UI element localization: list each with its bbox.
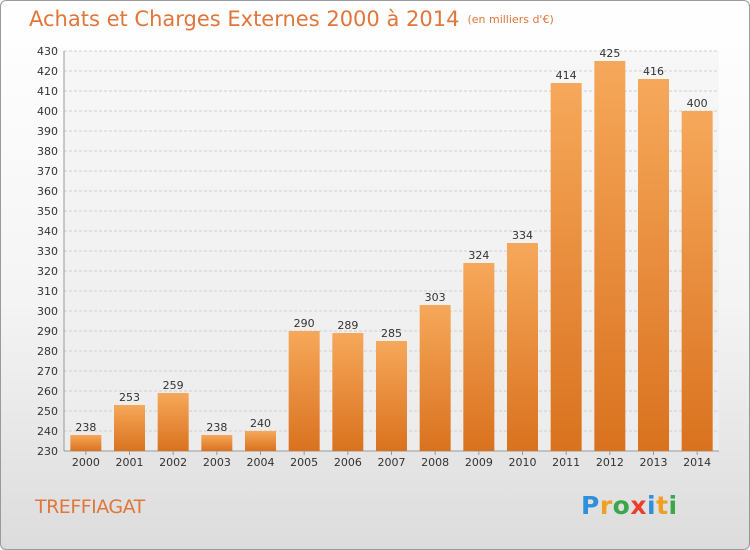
bar — [419, 305, 451, 451]
y-tick-label: 360 — [37, 185, 58, 198]
y-tick-label: 250 — [37, 405, 58, 418]
data-label: 334 — [512, 229, 533, 242]
x-tick-label: 2002 — [159, 456, 187, 469]
logo-letter: x — [630, 491, 647, 520]
y-tick-label: 240 — [37, 425, 58, 438]
x-tick-label: 2005 — [290, 456, 318, 469]
data-label: 400 — [687, 97, 708, 110]
logo-letter: o — [612, 491, 631, 520]
logo-letter: r — [599, 491, 613, 520]
y-tick-label: 400 — [37, 105, 58, 118]
bar — [550, 83, 582, 451]
data-label: 289 — [337, 319, 358, 332]
x-tick-label: 2006 — [334, 456, 362, 469]
y-tick-label: 380 — [37, 145, 58, 158]
y-tick-label: 280 — [37, 345, 58, 358]
x-tick-label: 2003 — [203, 456, 231, 469]
proxiti-logo[interactable]: Proxiti — [581, 491, 678, 520]
logo-letter: i — [647, 491, 657, 520]
bar — [507, 243, 538, 451]
data-label: 240 — [250, 417, 271, 430]
chart-title-main: Achats et Charges Externes 2000 à 2014 — [29, 7, 460, 31]
x-tick-label: 2014 — [683, 456, 711, 469]
data-label: 425 — [599, 47, 620, 60]
data-label: 303 — [425, 291, 446, 304]
data-label: 259 — [163, 379, 184, 392]
bar — [376, 341, 407, 451]
bar — [114, 405, 145, 451]
x-tick-label: 2009 — [465, 456, 493, 469]
x-tick-label: 2008 — [421, 456, 449, 469]
bar — [332, 333, 364, 451]
y-tick-label: 230 — [37, 445, 58, 458]
bars: 238 253 259 238 240 290 289 285 303 324 334 414 425 4… — [70, 47, 713, 451]
bar — [681, 111, 713, 451]
y-tick-label: 370 — [37, 165, 58, 178]
bar — [245, 431, 276, 451]
y-tick-label: 410 — [37, 85, 58, 98]
y-tick-label: 300 — [37, 305, 58, 318]
bar — [70, 435, 102, 451]
x-tick-label: 2004 — [247, 456, 275, 469]
bar — [463, 263, 495, 451]
bar — [157, 393, 189, 451]
data-label: 416 — [643, 65, 664, 78]
bar — [638, 79, 669, 451]
y-tick-label: 390 — [37, 125, 58, 138]
data-label: 238 — [206, 421, 227, 434]
data-label: 285 — [381, 327, 402, 340]
bar — [288, 331, 320, 451]
y-tick-label: 290 — [37, 325, 58, 338]
bar — [201, 435, 233, 451]
y-axis: 230 240 250 260 270 280 290 300 310 320 330 340 350 3… — [37, 45, 719, 458]
data-label: 324 — [468, 249, 489, 262]
logo-letter: i — [668, 491, 678, 520]
bar — [594, 61, 626, 451]
y-tick-label: 420 — [37, 65, 58, 78]
y-tick-label: 330 — [37, 245, 58, 258]
y-tick-label: 320 — [37, 265, 58, 278]
y-tick-label: 270 — [37, 365, 58, 378]
y-tick-label: 350 — [37, 205, 58, 218]
commune-name: TREFFIAGAT — [35, 496, 145, 518]
x-tick-label: 2012 — [596, 456, 624, 469]
y-tick-label: 430 — [37, 45, 58, 58]
data-label: 290 — [294, 317, 315, 330]
x-tick-label: 2001 — [116, 456, 144, 469]
x-tick-label: 2010 — [509, 456, 537, 469]
data-label: 238 — [75, 421, 96, 434]
y-tick-label: 260 — [37, 385, 58, 398]
logo-letter: t — [656, 491, 669, 520]
x-tick-label: 2007 — [378, 456, 406, 469]
data-label: 414 — [556, 69, 577, 82]
data-label: 253 — [119, 391, 140, 404]
chart-title: Achats et Charges Externes 2000 à 2014 (e… — [29, 7, 554, 31]
x-tick-label: 2000 — [72, 456, 100, 469]
x-tick-label: 2013 — [640, 456, 668, 469]
logo-letter: P — [581, 491, 600, 520]
chart-title-unit: (en milliers d'€) — [467, 13, 554, 26]
x-tick-label: 2011 — [552, 456, 580, 469]
x-axis: 2000 2001 2002 2003 2004 2005 2006 2007 2008 2009… — [72, 451, 711, 469]
y-tick-label: 310 — [37, 285, 58, 298]
y-tick-label: 340 — [37, 225, 58, 238]
